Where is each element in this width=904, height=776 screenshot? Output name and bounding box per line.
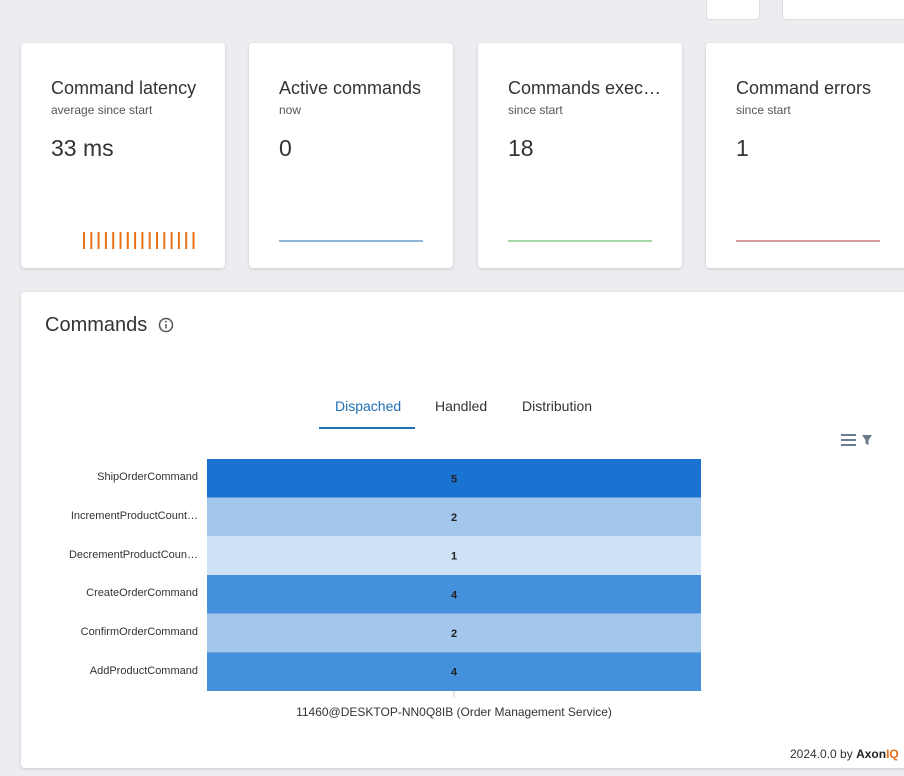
metric-card: Command errors since start 1 <box>706 43 904 268</box>
sparkline <box>508 240 652 242</box>
heat-cell <box>207 652 701 691</box>
chart-menu[interactable] <box>839 433 875 447</box>
card-title: Active commands <box>279 78 422 98</box>
row-label: DecrementProductCoun… <box>68 548 198 561</box>
card-title: Command errors <box>736 78 872 98</box>
metric-card: Commands exec… since start 18 <box>478 43 682 268</box>
cell-value: 4 <box>451 667 458 679</box>
row-label: CreateOrderCommand <box>86 587 198 600</box>
card-title: Commands exec… <box>508 78 662 98</box>
tab[interactable]: Distribution <box>522 398 593 414</box>
cell-value: 4 <box>451 589 458 601</box>
heatmap: 5 2 1 4 2 4 <box>207 459 701 697</box>
tab[interactable]: Handled <box>435 398 488 414</box>
sparkline <box>736 240 880 242</box>
info-icon[interactable] <box>158 317 174 333</box>
card-value: 0 <box>279 135 292 161</box>
row-labels: ShipOrderCommand IncrementProductCount… De… <box>21 459 198 691</box>
metric-card: Active commands now 0 <box>249 43 453 268</box>
heat-cell <box>207 536 701 575</box>
heat-cell <box>207 459 701 498</box>
row-label: IncrementProductCount… <box>70 510 198 522</box>
commands-panel: Commands Dispached Handled Distribution Sh… <box>21 292 904 768</box>
cell-value: 2 <box>451 628 457 640</box>
brand-accent: IQ <box>886 747 899 761</box>
card-value: 33 ms <box>51 135 114 161</box>
cell-value: 5 <box>451 473 457 485</box>
heat-cell <box>207 497 701 537</box>
footer: 2024.0.0 by AxonIQ <box>790 747 899 761</box>
row-label: AddProductCommand <box>89 664 198 677</box>
tab[interactable]: Dispached <box>335 398 402 414</box>
tab-underline <box>319 427 415 429</box>
cell-value: 2 <box>451 512 457 524</box>
metric-card: Command latency average since start 33 ms <box>21 43 225 268</box>
card-subtitle: average since start <box>51 103 153 117</box>
panel-title: Commands <box>45 314 148 336</box>
card-subtitle: since start <box>508 103 563 117</box>
card-value: 1 <box>736 135 749 161</box>
x-label: 11460@DESKTOP-NN0Q8IB (Order Management … <box>296 705 612 719</box>
version: 2024.0.0 by <box>790 747 853 761</box>
top-select[interactable] <box>782 0 904 20</box>
card-subtitle: since start <box>736 103 791 117</box>
heat-cell <box>207 575 701 614</box>
top-button[interactable] <box>706 0 760 20</box>
card-title: Command latency <box>51 78 197 98</box>
card-subtitle: now <box>279 103 302 117</box>
heat-cell <box>207 613 701 653</box>
sparkline <box>279 240 423 242</box>
sparkline <box>83 232 195 249</box>
card-value: 18 <box>508 135 534 161</box>
cell-value: 1 <box>451 551 457 563</box>
brand: Axon <box>856 747 887 761</box>
row-label: ConfirmOrderCommand <box>80 626 198 638</box>
row-label: ShipOrderCommand <box>97 471 198 484</box>
